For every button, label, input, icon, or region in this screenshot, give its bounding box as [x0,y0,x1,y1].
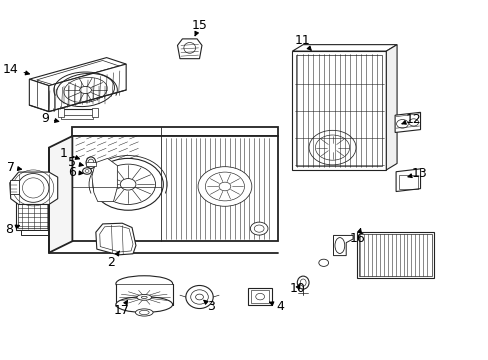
Text: 8: 8 [5,223,20,236]
Bar [20,230,91,235]
Bar [61,115,93,119]
Bar [248,288,271,305]
Polygon shape [292,51,386,170]
Text: 1: 1 [60,147,79,159]
Text: 14: 14 [3,63,29,76]
Polygon shape [72,136,277,241]
Polygon shape [49,136,72,253]
Text: 13: 13 [407,167,427,180]
Bar [58,108,63,117]
Text: 6: 6 [68,166,83,179]
Bar [116,284,172,305]
Bar [296,55,382,166]
Ellipse shape [116,276,172,292]
Polygon shape [72,127,277,136]
Bar [398,175,417,189]
Polygon shape [10,172,58,204]
Polygon shape [356,232,433,278]
Ellipse shape [137,294,151,300]
Ellipse shape [396,120,407,128]
Polygon shape [29,58,126,86]
Ellipse shape [185,285,213,309]
Ellipse shape [318,259,328,266]
Polygon shape [386,45,396,170]
Bar [18,193,94,228]
Polygon shape [177,39,202,59]
Polygon shape [292,45,396,51]
Bar [10,180,19,194]
Text: 2: 2 [107,251,119,269]
Ellipse shape [198,167,251,206]
Ellipse shape [334,238,344,253]
Polygon shape [333,235,352,256]
Ellipse shape [82,168,91,174]
Ellipse shape [195,294,203,300]
Ellipse shape [141,296,147,298]
Polygon shape [16,191,96,230]
Ellipse shape [408,119,418,126]
Text: 4: 4 [269,300,284,313]
Text: 9: 9 [41,112,59,125]
Bar [86,162,96,166]
Ellipse shape [93,158,163,210]
Ellipse shape [120,179,136,190]
Text: 3: 3 [203,300,215,313]
Text: 16: 16 [349,229,365,245]
Ellipse shape [86,157,96,168]
Polygon shape [49,64,126,112]
Text: 10: 10 [289,282,305,295]
Polygon shape [92,158,117,202]
Ellipse shape [297,276,308,289]
Ellipse shape [219,182,230,191]
Ellipse shape [255,293,264,300]
Polygon shape [394,112,420,132]
Ellipse shape [250,222,267,235]
Bar [359,234,431,276]
Ellipse shape [116,297,172,312]
Ellipse shape [135,309,153,316]
Bar [250,290,269,303]
Text: 12: 12 [401,113,420,126]
Bar [92,108,98,117]
Ellipse shape [80,86,91,94]
Text: 15: 15 [191,19,207,36]
Polygon shape [29,79,49,112]
Polygon shape [395,169,420,192]
Text: 11: 11 [294,34,310,50]
Text: 7: 7 [7,161,21,174]
Text: 17: 17 [113,301,129,317]
Bar [59,109,97,116]
Text: 5: 5 [68,156,83,169]
Polygon shape [96,223,136,255]
